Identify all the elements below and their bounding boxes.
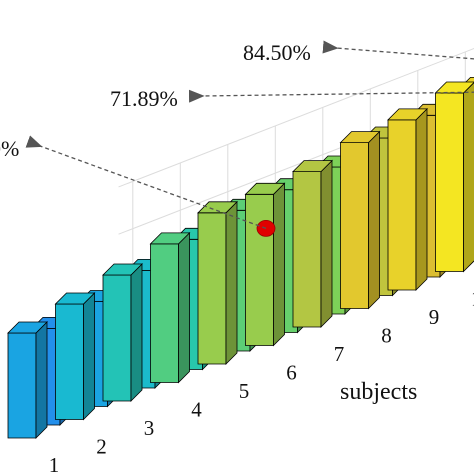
bar-side	[273, 182, 285, 347]
bar-top	[149, 232, 191, 245]
bar-top	[292, 160, 333, 173]
x-tick-labels: 1 2 3 4 5 6 7 8 9 10	[49, 287, 474, 474]
bar-side	[320, 159, 333, 328]
bar-side	[463, 81, 474, 273]
bar-front	[292, 171, 322, 328]
bar-front	[197, 212, 227, 365]
grid-line-h	[118, 47, 474, 188]
bar-front	[435, 92, 464, 272]
bars-group	[7, 77, 474, 439]
bar	[102, 263, 143, 402]
bar	[197, 200, 238, 365]
bar-top	[102, 263, 143, 276]
bar	[434, 81, 474, 273]
bar	[149, 231, 191, 384]
bar-side	[35, 321, 48, 439]
bar	[339, 130, 381, 310]
annotation-arrow	[25, 135, 267, 230]
bar-front	[150, 243, 179, 383]
bar	[387, 107, 428, 291]
x-axis-label: subjects	[340, 379, 417, 405]
x-tick-label: 3	[144, 416, 155, 440]
annotation-arrow	[322, 40, 474, 60]
bar-side	[368, 130, 380, 310]
bar	[244, 182, 286, 347]
x-tick-label: 6	[286, 361, 297, 385]
bar-front	[245, 193, 274, 346]
bar-side	[225, 200, 238, 365]
bar-top	[339, 131, 381, 144]
bar	[7, 321, 48, 439]
bar-top	[197, 201, 238, 214]
bar-side	[178, 231, 190, 384]
bar-side	[83, 292, 95, 421]
x-tick-label: 9	[429, 305, 440, 329]
x-tick-label: 1	[49, 453, 60, 474]
bar-top	[7, 321, 48, 334]
x-tick-label: 10	[471, 287, 474, 311]
annotation-label: 0%	[0, 136, 19, 161]
annotation-label: 84.50%	[243, 40, 311, 65]
bar-top	[54, 292, 96, 305]
bar-top	[387, 108, 428, 121]
bar-front	[340, 142, 369, 309]
bar-side	[130, 263, 143, 402]
bar	[54, 292, 96, 421]
annotations-group: 84.50% 71.89% 0%	[0, 40, 474, 230]
x-tick-label: 7	[334, 342, 345, 366]
bar-side	[415, 107, 428, 291]
annotation-label: 71.89%	[110, 86, 178, 111]
annotation-arrow	[188, 89, 474, 103]
bar-front	[387, 119, 417, 291]
bar-front	[55, 303, 84, 420]
bar	[292, 159, 333, 328]
bar-front	[102, 274, 132, 402]
x-tick-label: 5	[239, 379, 250, 403]
bar-top	[244, 182, 286, 195]
x-tick-label: 8	[381, 324, 392, 348]
x-tick-label: 4	[191, 398, 202, 422]
bar-front	[7, 332, 37, 439]
x-tick-label: 2	[96, 435, 107, 459]
